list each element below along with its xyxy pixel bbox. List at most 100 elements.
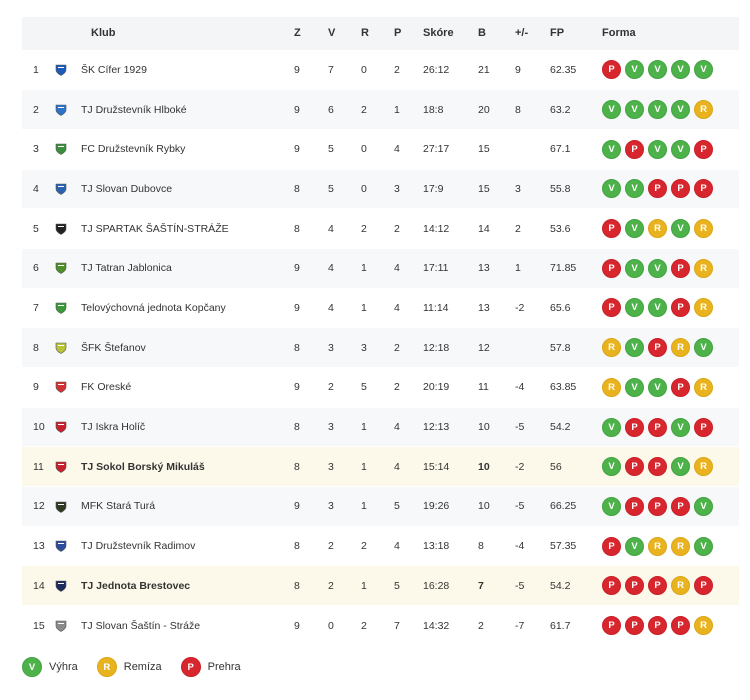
table-row[interactable]: 14 TJ Jednota Brestovec 8 2 1 5 16:28 7 -5 54.2 P… xyxy=(22,565,739,606)
loss-badge-icon[interactable]: P xyxy=(648,179,667,199)
loss-badge-icon[interactable]: P xyxy=(648,338,667,358)
draw-badge-icon[interactable]: R xyxy=(694,377,713,397)
club-name[interactable]: TJ Slovan Šaštín - Stráže xyxy=(81,619,201,632)
table-row[interactable]: 1 ŠK Cífer 1929 9 7 0 2 26:12 21 9 62.35 P V V V V xyxy=(22,50,739,90)
loss-badge-icon[interactable]: P xyxy=(648,576,667,596)
table-row[interactable]: 3 FC Družstevník Rybky 9 5 0 4 27:17 15 67.1 V P V… xyxy=(22,129,739,169)
table-row[interactable]: 13 TJ Družstevník Radimov 8 2 2 4 13:18 8 -4 57.… xyxy=(22,526,739,566)
draw-badge-icon[interactable]: R xyxy=(602,338,621,358)
club-name[interactable]: TJ Iskra Holíč xyxy=(81,421,146,434)
loss-badge-icon[interactable]: P xyxy=(625,616,644,636)
draw-badge-icon[interactable]: R xyxy=(602,377,621,397)
win-badge-icon[interactable]: V xyxy=(694,536,713,556)
table-row[interactable]: 15 TJ Slovan Šaštín - Stráže 9 0 2 7 14:32 2 -7… xyxy=(22,605,739,646)
win-badge-icon[interactable]: V xyxy=(648,100,667,120)
win-badge-icon[interactable]: V xyxy=(694,60,713,80)
table-row[interactable]: 6 TJ Tatran Jablonica 9 4 1 4 17:11 13 1 71.85 P V… xyxy=(22,248,739,289)
win-badge-icon[interactable]: V xyxy=(648,258,667,278)
club-name[interactable]: ŠK Cífer 1929 xyxy=(81,63,147,76)
header-points[interactable]: B xyxy=(478,27,486,40)
loss-badge-icon[interactable]: P xyxy=(625,576,644,596)
table-row[interactable]: 11 TJ Sokol Borský Mikuláš 8 3 1 4 15:14 10 -2 5… xyxy=(22,446,739,487)
club-name[interactable]: TJ Jednota Brestovec xyxy=(81,579,191,592)
loss-badge-icon[interactable]: P xyxy=(671,179,690,199)
header-wins[interactable]: V xyxy=(328,27,336,40)
loss-badge-icon[interactable]: P xyxy=(602,616,621,636)
loss-badge-icon[interactable]: P xyxy=(671,258,690,278)
win-badge-icon[interactable]: V xyxy=(625,536,644,556)
win-badge-icon[interactable]: V xyxy=(625,298,644,318)
draw-badge-icon[interactable]: R xyxy=(648,536,667,556)
loss-badge-icon[interactable]: P xyxy=(671,496,690,516)
table-row[interactable]: 10 TJ Iskra Holíč 8 3 1 4 12:13 10 -5 54.2 V P P V P xyxy=(22,407,739,447)
club-name[interactable]: TJ SPARTAK ŠAŠTÍN-STRÁŽE xyxy=(81,222,229,235)
header-fp[interactable]: FP xyxy=(550,27,565,40)
loss-badge-icon[interactable]: P xyxy=(694,417,713,437)
club-name[interactable]: TJ Sokol Borský Mikuláš xyxy=(81,460,205,473)
table-row[interactable]: 12 MFK Stará Turá 9 3 1 5 19:26 10 -5 66.25 V P P P V xyxy=(22,486,739,527)
loss-badge-icon[interactable]: P xyxy=(648,417,667,437)
win-badge-icon[interactable]: V xyxy=(694,496,713,516)
win-badge-icon[interactable]: V xyxy=(648,377,667,397)
table-row[interactable]: 8 ŠFK Štefanov 8 3 3 2 12:18 12 57.8 R V P R V xyxy=(22,327,739,368)
loss-badge-icon[interactable]: P xyxy=(625,417,644,437)
win-badge-icon[interactable]: V xyxy=(625,377,644,397)
club-name[interactable]: FK Oreské xyxy=(81,381,132,394)
loss-badge-icon[interactable]: P xyxy=(625,457,644,477)
club-name[interactable]: TJ Slovan Dubovce xyxy=(81,182,173,195)
loss-badge-icon[interactable]: P xyxy=(602,536,621,556)
win-badge-icon[interactable]: V xyxy=(602,457,621,477)
draw-badge-icon[interactable]: R xyxy=(671,576,690,596)
win-badge-icon[interactable]: V xyxy=(671,219,690,239)
loss-badge-icon[interactable]: P xyxy=(648,457,667,477)
win-badge-icon[interactable]: V xyxy=(671,100,690,120)
win-badge-icon[interactable]: V xyxy=(671,417,690,437)
loss-badge-icon[interactable]: P xyxy=(648,616,667,636)
club-name[interactable]: MFK Stará Turá xyxy=(81,500,156,513)
header-score[interactable]: Skóre xyxy=(423,27,454,40)
win-badge-icon[interactable]: V xyxy=(648,298,667,318)
draw-badge-icon[interactable]: R xyxy=(671,536,690,556)
club-name[interactable]: Telovýchovná jednota Kopčany xyxy=(81,301,226,314)
win-badge-icon[interactable]: V xyxy=(625,100,644,120)
draw-badge-icon[interactable]: R xyxy=(694,258,713,278)
loss-badge-icon[interactable]: P xyxy=(694,576,713,596)
loss-badge-icon[interactable]: P xyxy=(625,496,644,516)
win-badge-icon[interactable]: V xyxy=(602,139,621,159)
win-badge-icon[interactable]: V xyxy=(648,139,667,159)
draw-badge-icon[interactable]: R xyxy=(694,616,713,636)
win-badge-icon[interactable]: V xyxy=(694,338,713,358)
draw-badge-icon[interactable]: R xyxy=(694,100,713,120)
table-row[interactable]: 4 TJ Slovan Dubovce 8 5 0 3 17:9 15 3 55.8 V V P P P xyxy=(22,169,739,209)
loss-badge-icon[interactable]: P xyxy=(602,258,621,278)
win-badge-icon[interactable]: V xyxy=(602,417,621,437)
table-row[interactable]: 5 TJ SPARTAK ŠAŠTÍN-STRÁŽE 8 4 2 2 14:12 14 2 53… xyxy=(22,208,739,249)
win-badge-icon[interactable]: V xyxy=(671,457,690,477)
header-diff[interactable]: +/- xyxy=(515,27,529,40)
win-badge-icon[interactable]: V xyxy=(625,338,644,358)
club-name[interactable]: TJ Družstevník Radimov xyxy=(81,540,196,553)
win-badge-icon[interactable]: V xyxy=(602,496,621,516)
draw-badge-icon[interactable]: R xyxy=(694,298,713,318)
loss-badge-icon[interactable]: P xyxy=(648,496,667,516)
loss-badge-icon[interactable]: P xyxy=(671,616,690,636)
win-badge-icon[interactable]: V xyxy=(648,60,667,80)
win-badge-icon[interactable]: V xyxy=(625,219,644,239)
win-badge-icon[interactable]: V xyxy=(671,139,690,159)
loss-badge-icon[interactable]: P xyxy=(602,60,621,80)
header-played[interactable]: Z xyxy=(294,27,301,40)
loss-badge-icon[interactable]: P xyxy=(602,298,621,318)
win-badge-icon[interactable]: V xyxy=(671,60,690,80)
win-badge-icon[interactable]: V xyxy=(625,60,644,80)
loss-badge-icon[interactable]: P xyxy=(671,377,690,397)
loss-badge-icon[interactable]: P xyxy=(602,219,621,239)
win-badge-icon[interactable]: V xyxy=(602,100,621,120)
draw-badge-icon[interactable]: R xyxy=(694,219,713,239)
loss-badge-icon[interactable]: P xyxy=(694,139,713,159)
table-row[interactable]: 2 TJ Družstevník Hlboké 9 6 2 1 18:8 20 8 63.2 V V… xyxy=(22,89,739,130)
club-name[interactable]: FC Družstevník Rybky xyxy=(81,143,186,156)
win-badge-icon[interactable]: V xyxy=(625,258,644,278)
club-name[interactable]: TJ Družstevník Hlboké xyxy=(81,103,187,116)
header-club[interactable]: Klub xyxy=(91,27,116,40)
win-badge-icon[interactable]: V xyxy=(602,179,621,199)
